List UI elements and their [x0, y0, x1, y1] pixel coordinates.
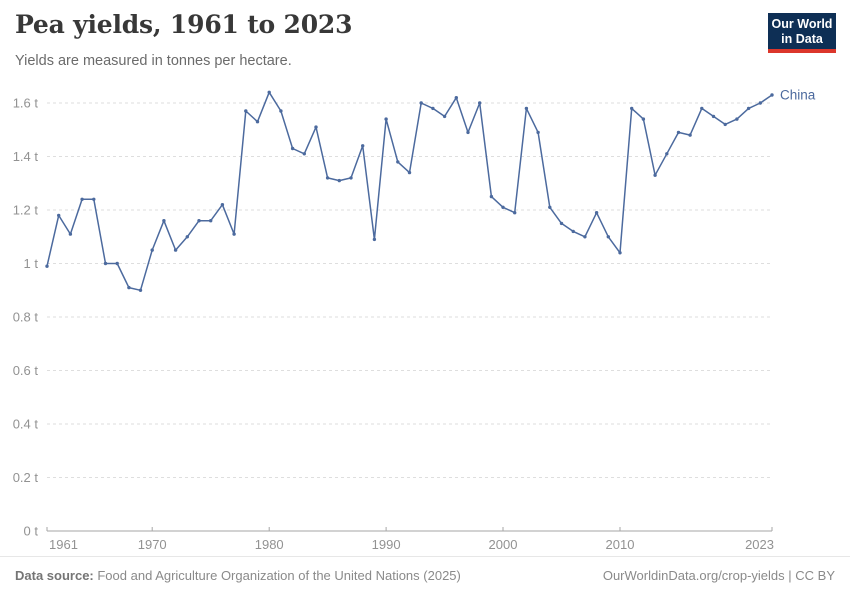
- x-axis-label: 2023: [745, 537, 774, 552]
- data-point[interactable]: [746, 106, 751, 111]
- y-axis-label: 0.2 t: [13, 470, 39, 485]
- data-point[interactable]: [594, 211, 599, 215]
- y-axis-label: 0 t: [24, 524, 39, 539]
- x-axis-label: 2000: [489, 537, 518, 552]
- data-source: Data source: Food and Agriculture Organi…: [15, 568, 461, 583]
- x-axis-label: 1970: [138, 537, 167, 552]
- data-source-text: Food and Agriculture Organization of the…: [93, 568, 461, 583]
- data-point[interactable]: [279, 109, 283, 113]
- data-point[interactable]: [45, 264, 49, 268]
- data-source-label: Data source:: [15, 568, 94, 583]
- chart-subtitle: Yields are measured in tonnes per hectar…: [15, 53, 292, 69]
- data-point[interactable]: [349, 176, 353, 180]
- owid-logo[interactable]: Our World in Data: [768, 13, 836, 53]
- data-point[interactable]: [372, 237, 377, 242]
- data-point[interactable]: [138, 288, 143, 292]
- chart-footer: Data source: Food and Agriculture Organi…: [0, 556, 850, 600]
- data-point[interactable]: [665, 152, 669, 156]
- data-point[interactable]: [583, 235, 587, 239]
- data-point[interactable]: [220, 203, 225, 207]
- data-point[interactable]: [361, 144, 365, 148]
- y-axis-label: 0.8 t: [13, 310, 39, 325]
- data-point[interactable]: [501, 205, 505, 209]
- data-point[interactable]: [442, 114, 447, 119]
- data-point[interactable]: [290, 146, 295, 151]
- data-point[interactable]: [524, 106, 529, 111]
- data-point[interactable]: [103, 261, 108, 266]
- y-axis-label: 1.2 t: [13, 203, 39, 218]
- y-axis-label: 0.6 t: [13, 363, 39, 378]
- data-point[interactable]: [407, 170, 412, 175]
- data-point[interactable]: [489, 194, 494, 199]
- footer-credit-link[interactable]: OurWorldinData.org/crop-yields | CC BY: [602, 568, 835, 583]
- data-point[interactable]: [571, 229, 575, 234]
- data-point[interactable]: [173, 248, 178, 252]
- data-point[interactable]: [255, 120, 260, 124]
- data-point[interactable]: [302, 152, 306, 156]
- owid-logo-line1: Our World: [771, 17, 833, 31]
- data-point[interactable]: [548, 205, 552, 209]
- data-point[interactable]: [688, 133, 692, 137]
- data-point[interactable]: [559, 221, 564, 226]
- data-point[interactable]: [419, 101, 423, 105]
- data-point[interactable]: [150, 248, 154, 252]
- data-point[interactable]: [770, 93, 774, 97]
- data-point[interactable]: [325, 176, 330, 180]
- x-axis-label: 1980: [255, 537, 284, 552]
- data-point[interactable]: [80, 197, 84, 201]
- data-point[interactable]: [653, 173, 657, 177]
- data-point[interactable]: [513, 211, 517, 215]
- data-point[interactable]: [396, 160, 400, 164]
- data-point[interactable]: [244, 109, 248, 113]
- data-point[interactable]: [711, 114, 716, 119]
- data-point[interactable]: [197, 219, 201, 223]
- data-point[interactable]: [466, 130, 470, 135]
- data-point[interactable]: [735, 117, 739, 121]
- data-point[interactable]: [630, 106, 634, 111]
- data-point[interactable]: [232, 232, 236, 236]
- data-point[interactable]: [431, 106, 435, 111]
- data-point[interactable]: [700, 106, 704, 111]
- data-point[interactable]: [676, 130, 681, 135]
- data-point[interactable]: [92, 197, 96, 201]
- data-point[interactable]: [384, 117, 388, 121]
- y-axis-label: 0.4 t: [13, 417, 39, 432]
- data-point[interactable]: [758, 101, 762, 105]
- data-line: [46, 91, 773, 292]
- data-point[interactable]: [478, 101, 482, 105]
- data-point[interactable]: [454, 96, 458, 100]
- x-axis-label: 1961: [49, 537, 78, 552]
- data-point[interactable]: [641, 117, 646, 121]
- owid-logo-line2: in Data: [781, 32, 823, 46]
- series-label-china: China: [780, 88, 816, 103]
- y-axis-label: 1.4 t: [13, 149, 39, 164]
- x-axis-label: 1990: [372, 537, 401, 552]
- data-point[interactable]: [209, 219, 213, 223]
- x-axis-label: 2010: [606, 537, 635, 552]
- data-point[interactable]: [127, 285, 131, 290]
- data-point[interactable]: [618, 251, 622, 255]
- data-point[interactable]: [314, 125, 318, 129]
- data-point[interactable]: [162, 219, 166, 223]
- data-point[interactable]: [185, 235, 189, 239]
- y-axis-label: 1.6 t: [13, 96, 39, 111]
- data-point[interactable]: [536, 130, 540, 135]
- data-point[interactable]: [337, 178, 341, 183]
- data-point[interactable]: [606, 235, 610, 239]
- y-axis-label: 1 t: [24, 256, 39, 271]
- data-point[interactable]: [267, 90, 271, 95]
- data-point[interactable]: [115, 261, 119, 266]
- data-point[interactable]: [68, 232, 73, 236]
- data-point[interactable]: [57, 213, 61, 218]
- page-title: Pea yields, 1961 to 2023: [15, 10, 353, 39]
- data-point[interactable]: [723, 122, 727, 127]
